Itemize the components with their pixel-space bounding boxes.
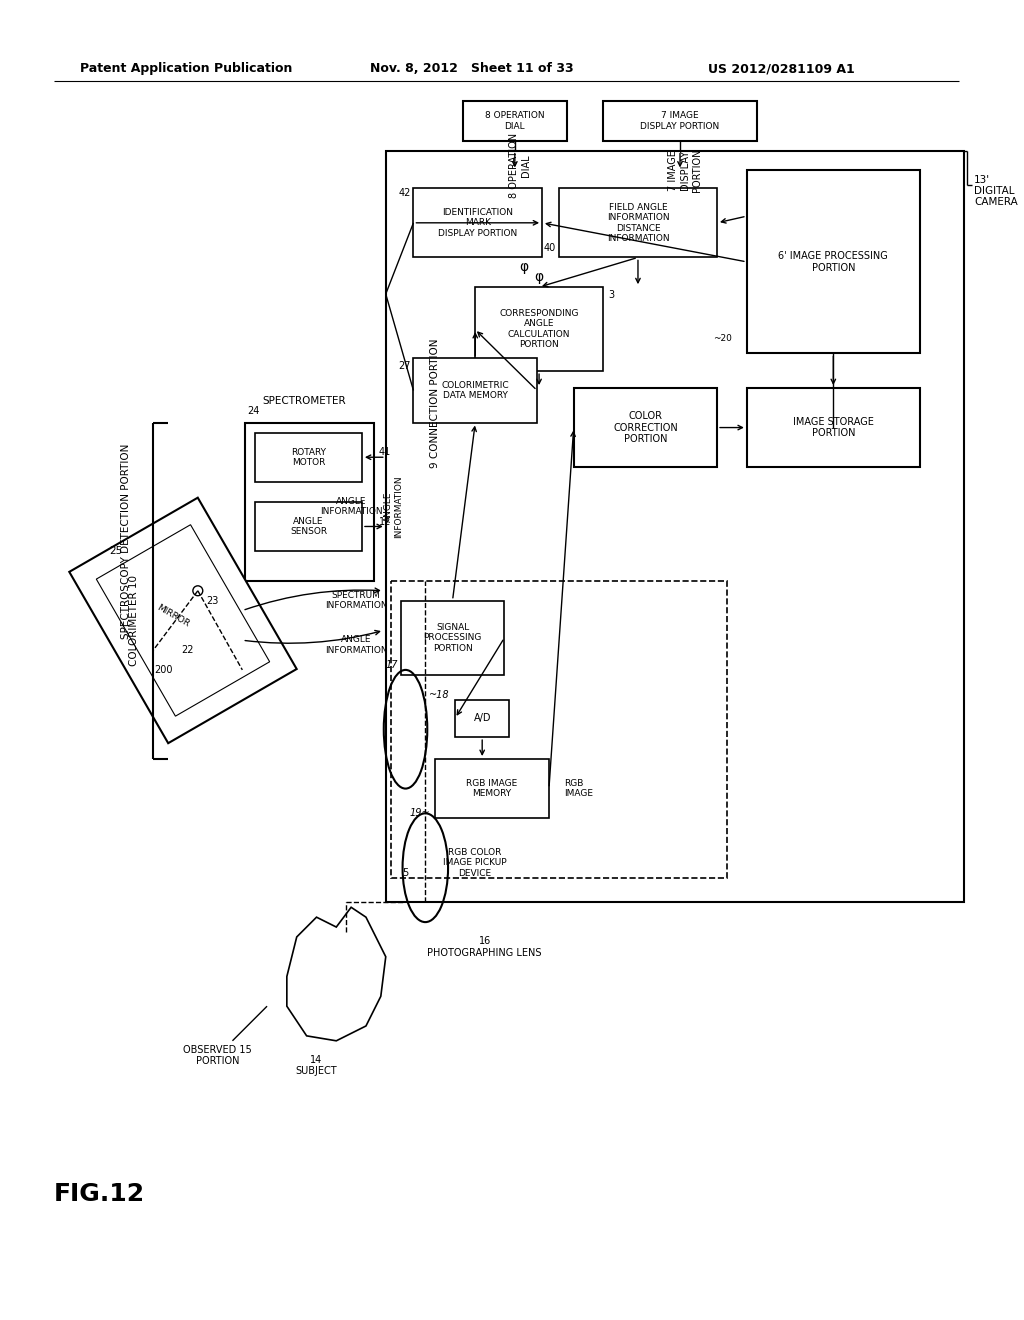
Text: US 2012/0281109 A1: US 2012/0281109 A1 [708,62,855,75]
Text: RGB
IMAGE: RGB IMAGE [564,779,593,799]
Text: 25: 25 [109,546,122,556]
Text: IDENTIFICATION
MARK
DISPLAY PORTION: IDENTIFICATION MARK DISPLAY PORTION [438,209,517,238]
Text: ANGLE
INFORMATION: ANGLE INFORMATION [384,475,403,539]
Text: SPECTROMETER: SPECTROMETER [263,396,346,405]
Bar [455,700,509,737]
Text: 22: 22 [181,645,195,655]
Text: 200: 200 [154,665,172,675]
Text: CORRESPONDING
ANGLE
CALCULATION
PORTION: CORRESPONDING ANGLE CALCULATION PORTION [500,309,579,350]
Text: 8 OPERATION
DIAL: 8 OPERATION DIAL [485,111,545,131]
Text: 23: 23 [207,595,219,606]
Bar [746,388,920,467]
Text: SIGNAL
PROCESSING
PORTION: SIGNAL PROCESSING PORTION [423,623,481,652]
Bar [255,502,362,552]
Text: 13': 13' [974,176,990,185]
Bar [573,388,717,467]
Text: 41: 41 [379,447,391,457]
Text: RGB COLOR
IMAGE PICKUP
DEVICE: RGB COLOR IMAGE PICKUP DEVICE [443,847,507,878]
Text: SPECTRUM
INFORMATION: SPECTRUM INFORMATION [325,591,387,610]
Text: φ: φ [535,271,544,284]
Text: 8 OPERATION
DIAL: 8 OPERATION DIAL [509,133,530,198]
Text: COLORIMETRIC
DATA MEMORY: COLORIMETRIC DATA MEMORY [441,380,509,400]
Polygon shape [70,498,297,743]
Text: 3: 3 [608,290,614,300]
Text: ANGLE
INFORMATION: ANGLE INFORMATION [319,498,382,516]
Text: 19~: 19~ [410,808,430,818]
Bar [391,581,727,878]
Bar [414,189,542,257]
Text: 7 IMAGE
DISPLAY
PORTION: 7 IMAGE DISPLAY PORTION [669,149,701,193]
Text: ANGLE
INFORMATION: ANGLE INFORMATION [325,635,387,655]
Bar [603,102,757,141]
Text: CAMERA: CAMERA [974,197,1018,207]
Bar [746,170,920,354]
Text: SPECTROSCOPY DETECTION PORTION: SPECTROSCOPY DETECTION PORTION [121,444,131,639]
Text: COLORIMETER 10: COLORIMETER 10 [129,576,138,665]
Text: Nov. 8, 2012   Sheet 11 of 33: Nov. 8, 2012 Sheet 11 of 33 [370,62,573,75]
Text: ROTARY
MOTOR: ROTARY MOTOR [291,447,326,467]
Text: FIG.12: FIG.12 [53,1183,144,1206]
Text: 24: 24 [247,405,260,416]
Bar [463,102,566,141]
Text: RGB IMAGE
MEMORY: RGB IMAGE MEMORY [467,779,518,799]
Text: A/D: A/D [473,713,490,723]
Text: ANGLE
SENSOR: ANGLE SENSOR [290,516,327,536]
Text: OBSERVED 15
PORTION: OBSERVED 15 PORTION [183,1045,252,1067]
Polygon shape [96,525,269,717]
Text: φ: φ [519,260,528,275]
Bar [386,150,965,903]
Text: DIGITAL: DIGITAL [974,186,1015,197]
Text: 12: 12 [379,516,391,527]
Bar [475,288,603,371]
Text: 16
PHOTOGRAPHING LENS: 16 PHOTOGRAPHING LENS [427,936,542,957]
Text: 40: 40 [544,243,556,252]
Text: 7 IMAGE
DISPLAY PORTION: 7 IMAGE DISPLAY PORTION [640,111,720,131]
Text: ~18: ~18 [429,689,450,700]
Text: FIELD ANGLE
INFORMATION
DISTANCE
INFORMATION: FIELD ANGLE INFORMATION DISTANCE INFORMA… [606,203,670,243]
Text: Patent Application Publication: Patent Application Publication [80,62,292,75]
Text: IMAGE STORAGE
PORTION: IMAGE STORAGE PORTION [793,417,873,438]
Bar [435,759,549,818]
Text: 9 CONNECTION PORTION: 9 CONNECTION PORTION [430,338,440,467]
Text: 17: 17 [385,660,397,671]
Bar [255,433,362,482]
Text: 14
SUBJECT: 14 SUBJECT [296,1055,337,1076]
Text: ~20: ~20 [713,334,732,343]
Bar [246,422,374,581]
Text: COLOR
CORRECTION
PORTION: COLOR CORRECTION PORTION [613,411,678,444]
Bar [559,189,717,257]
Text: 5: 5 [402,867,409,878]
Bar [400,601,505,675]
Bar [414,358,537,422]
Text: MIRROR: MIRROR [156,602,191,628]
Text: 27: 27 [398,362,411,371]
Text: 42: 42 [398,189,411,198]
Text: 6' IMAGE PROCESSING
PORTION: 6' IMAGE PROCESSING PORTION [778,251,888,273]
